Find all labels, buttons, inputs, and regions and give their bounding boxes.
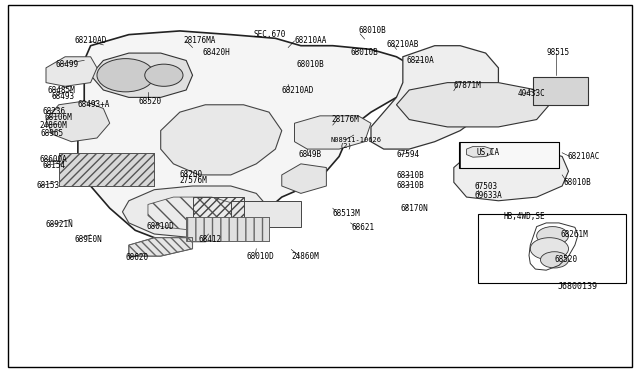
Text: 68010D: 68010D [147,222,175,231]
Text: 98515: 98515 [546,48,570,57]
Text: 689E0N: 689E0N [75,235,102,244]
Text: 68153: 68153 [36,182,60,190]
Text: (2): (2) [339,142,352,149]
Text: 68154: 68154 [43,161,66,170]
Circle shape [537,227,568,245]
Polygon shape [467,147,492,157]
Bar [59,153,154,186]
Text: 68210AD: 68210AD [282,86,314,94]
Text: 69633A: 69633A [474,191,502,200]
Bar [460,142,559,168]
Text: N08911-10626: N08911-10626 [331,137,382,143]
Text: 68106M: 68106M [45,113,72,122]
Text: 40433C: 40433C [518,89,545,98]
Polygon shape [122,186,269,238]
Text: 68236: 68236 [43,107,66,116]
Text: 68499: 68499 [56,60,79,69]
Text: 27576M: 27576M [180,176,207,185]
Circle shape [97,59,154,92]
Polygon shape [371,46,499,149]
Text: 68621: 68621 [352,223,375,232]
Text: 28176MA: 28176MA [183,36,216,45]
Text: 67871M: 67871M [454,81,481,90]
Text: 68200: 68200 [180,170,203,179]
Text: 68010B: 68010B [351,48,378,57]
Text: 68261M: 68261M [561,230,589,239]
Text: US,CA: US,CA [476,148,499,157]
Bar [186,217,269,241]
Text: 28176M: 28176M [332,115,359,124]
Bar [534,77,588,105]
Bar [459,142,559,168]
Text: 68520: 68520 [138,97,161,106]
Text: 24860M: 24860M [40,121,67,129]
Polygon shape [454,149,568,201]
Text: 67594: 67594 [396,150,420,159]
Polygon shape [161,105,282,175]
Text: SEC.670: SEC.670 [253,30,285,39]
Text: 68310B: 68310B [396,171,424,180]
Text: 68493: 68493 [51,92,74,101]
Text: 68485M: 68485M [47,86,75,94]
Text: 68010B: 68010B [563,178,591,187]
Text: 68210AB: 68210AB [387,41,419,49]
Text: 68520: 68520 [554,255,578,264]
Bar [59,153,154,186]
Polygon shape [294,116,371,149]
Text: 68310B: 68310B [396,182,424,190]
Circle shape [145,64,183,86]
Text: 67503: 67503 [474,182,497,191]
Text: 68010B: 68010B [296,60,324,69]
Polygon shape [91,53,193,97]
Text: 68210AD: 68210AD [75,36,107,45]
Text: 68600A: 68600A [40,155,67,164]
Bar [478,214,626,283]
Text: 68210AA: 68210AA [294,36,327,45]
Polygon shape [78,31,415,241]
Text: 24860M: 24860M [291,251,319,261]
Text: 68965: 68965 [41,129,64,138]
Polygon shape [129,238,193,256]
Text: 68210AC: 68210AC [567,152,600,161]
Text: 68620: 68620 [125,253,148,263]
Text: 68921N: 68921N [46,220,74,229]
Polygon shape [46,101,109,142]
Text: J6800139: J6800139 [557,282,598,291]
Bar [186,217,269,241]
Text: 68412: 68412 [199,235,222,244]
Text: 68210A: 68210A [406,56,434,65]
Circle shape [540,252,568,268]
Text: 68010B: 68010B [358,26,386,35]
Polygon shape [396,83,549,127]
Text: 68420H: 68420H [202,48,230,57]
Polygon shape [46,57,97,86]
Text: 68170N: 68170N [401,204,429,214]
Text: 68513M: 68513M [333,209,360,218]
Text: 68010D: 68010D [246,251,275,261]
Text: 68493+A: 68493+A [78,100,110,109]
Bar [193,197,244,230]
Text: HB,4WD,SE: HB,4WD,SE [504,212,545,221]
Bar [231,201,301,227]
Circle shape [531,238,568,260]
Polygon shape [282,164,326,193]
Text: 6849B: 6849B [299,150,322,159]
